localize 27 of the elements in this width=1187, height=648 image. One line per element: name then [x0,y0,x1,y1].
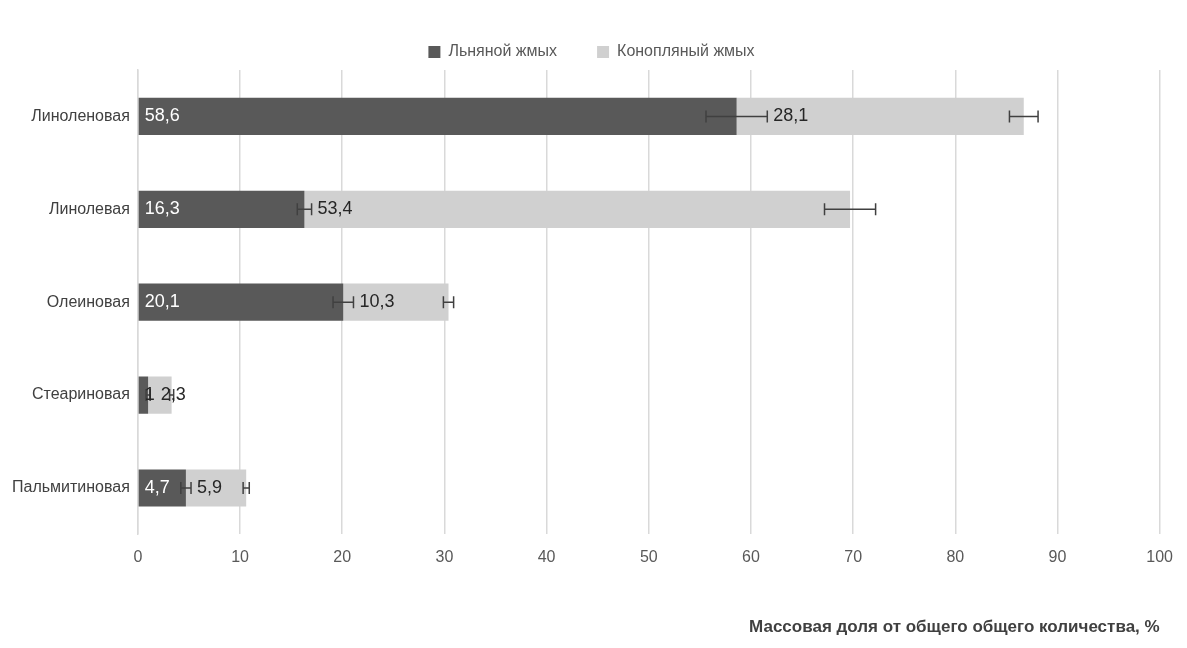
x-tick-label: 20 [333,548,352,566]
data-label: 53,4 [317,198,353,219]
data-label: 28,1 [773,105,809,126]
x-tick-label: 50 [639,548,658,566]
x-tick-label: 0 [133,548,143,566]
legend-label: Конопляный жмых [617,42,755,60]
x-axis-title: Массовая доля от общего общего количества, % [749,617,1160,637]
x-tick-label: 30 [435,548,454,566]
data-label: 16,3 [144,198,180,219]
x-tick-label: 100 [1146,548,1174,566]
x-tick-label: 60 [742,548,760,566]
legend-label: Льняной жмых [448,42,558,60]
x-tick-label: 70 [844,548,863,566]
x-tick-label: 80 [946,548,965,566]
y-tick-label: Пальмитиновая [12,478,130,496]
data-label: 4,7 [144,476,170,497]
data-label: 10,3 [359,291,395,312]
data-label: 20,1 [144,291,180,312]
x-tick-label: 10 [231,548,250,566]
y-tick-label: Линолевая [48,199,130,217]
y-tick-label: Олеиновая [46,292,130,310]
x-tick-label: 90 [1048,548,1067,566]
y-tick-label: Линоленовая [31,106,130,124]
x-tick-label: 40 [537,548,556,566]
y-tick-label: Стеариновая [31,385,130,403]
data-label: 5,9 [197,476,223,497]
data-label: 58,6 [144,105,180,126]
